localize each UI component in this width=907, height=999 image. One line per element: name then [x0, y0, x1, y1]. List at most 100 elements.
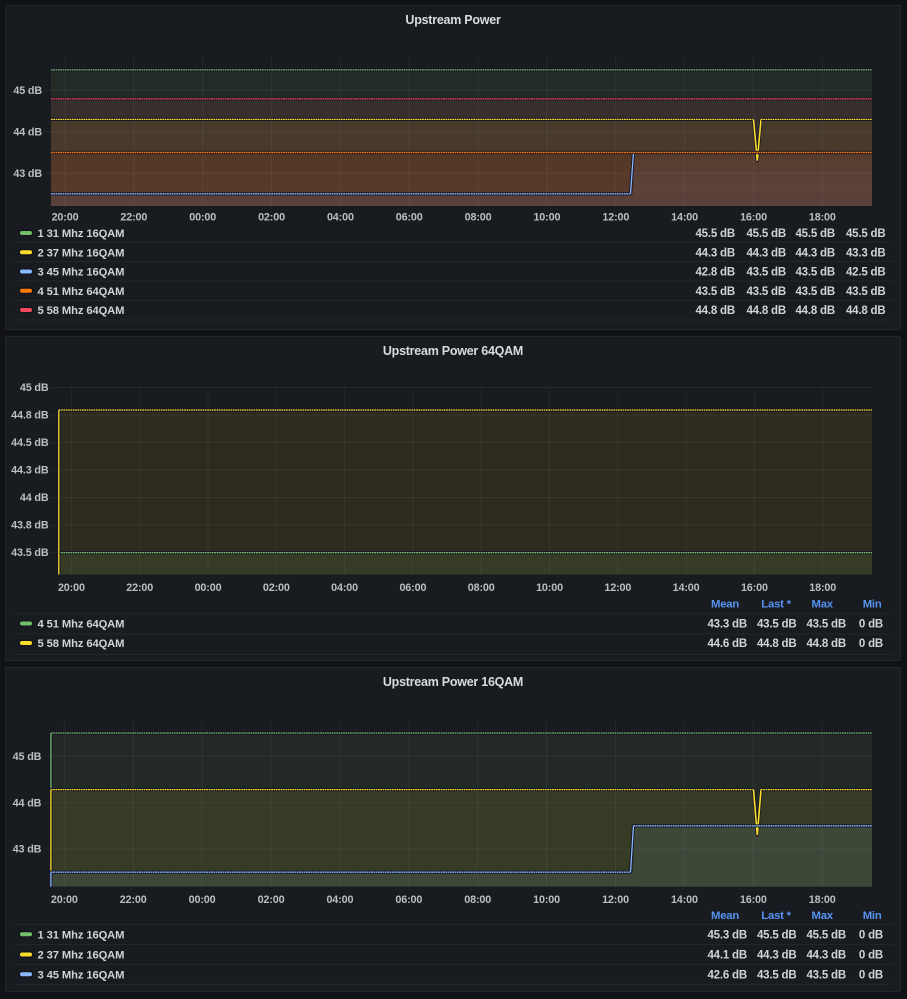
- svg-text:22:00: 22:00: [126, 582, 153, 594]
- svg-text:Upstream Power 16QAM: Upstream Power 16QAM: [383, 675, 523, 689]
- svg-text:00:00: 00:00: [189, 212, 216, 224]
- svg-text:Mean: Mean: [711, 910, 739, 922]
- svg-text:00:00: 00:00: [195, 582, 222, 594]
- svg-text:43 dB: 43 dB: [13, 844, 42, 856]
- svg-text:18:00: 18:00: [809, 212, 836, 224]
- svg-text:3 45 Mhz 16QAM: 3 45 Mhz 16QAM: [38, 267, 125, 279]
- svg-text:45.5 dB: 45.5 dB: [795, 228, 835, 240]
- svg-text:43.5 dB: 43.5 dB: [757, 969, 797, 981]
- svg-text:42.6 dB: 42.6 dB: [707, 969, 747, 981]
- svg-text:43.5 dB: 43.5 dB: [746, 286, 786, 298]
- svg-text:45.5 dB: 45.5 dB: [757, 929, 797, 941]
- svg-text:43.5 dB: 43.5 dB: [806, 969, 846, 981]
- svg-text:0 dB: 0 dB: [859, 619, 883, 631]
- svg-text:Min: Min: [863, 599, 882, 611]
- svg-text:Min: Min: [863, 910, 882, 922]
- svg-text:Last *: Last *: [761, 599, 791, 611]
- svg-text:42.8 dB: 42.8 dB: [695, 267, 735, 279]
- svg-text:5 58 Mhz 64QAM: 5 58 Mhz 64QAM: [38, 638, 125, 650]
- svg-text:Last *: Last *: [761, 910, 791, 922]
- svg-text:44.3 dB: 44.3 dB: [11, 465, 49, 477]
- svg-text:44.8 dB: 44.8 dB: [846, 305, 886, 317]
- svg-text:20:00: 20:00: [58, 582, 85, 594]
- svg-text:1 31 Mhz 16QAM: 1 31 Mhz 16QAM: [38, 929, 125, 941]
- svg-text:00:00: 00:00: [189, 894, 216, 906]
- svg-text:44.8 dB: 44.8 dB: [695, 305, 735, 317]
- svg-text:12:00: 12:00: [604, 582, 631, 594]
- svg-text:45 dB: 45 dB: [13, 751, 42, 763]
- svg-text:Mean: Mean: [711, 599, 739, 611]
- svg-text:10:00: 10:00: [533, 212, 560, 224]
- svg-text:43.5 dB: 43.5 dB: [806, 619, 846, 631]
- svg-text:0 dB: 0 dB: [859, 969, 883, 981]
- svg-text:43.5 dB: 43.5 dB: [746, 267, 786, 279]
- svg-text:22:00: 22:00: [120, 894, 147, 906]
- svg-text:44.3 dB: 44.3 dB: [806, 950, 846, 962]
- svg-text:44.1 dB: 44.1 dB: [707, 950, 747, 962]
- svg-text:20:00: 20:00: [52, 212, 79, 224]
- svg-text:0 dB: 0 dB: [859, 638, 883, 650]
- svg-text:44.3 dB: 44.3 dB: [695, 247, 735, 259]
- svg-text:43.5 dB: 43.5 dB: [11, 547, 49, 559]
- svg-text:45.5 dB: 45.5 dB: [746, 228, 786, 240]
- svg-text:43.3 dB: 43.3 dB: [846, 247, 886, 259]
- svg-text:44 dB: 44 dB: [13, 797, 42, 809]
- svg-text:Max: Max: [812, 910, 834, 922]
- svg-text:44.8 dB: 44.8 dB: [757, 638, 797, 650]
- svg-text:14:00: 14:00: [671, 212, 698, 224]
- svg-text:44.8 dB: 44.8 dB: [795, 305, 835, 317]
- svg-text:43 dB: 43 dB: [13, 168, 42, 180]
- svg-text:44.5 dB: 44.5 dB: [11, 437, 49, 449]
- svg-text:16:00: 16:00: [740, 894, 767, 906]
- svg-text:2 37 Mhz 16QAM: 2 37 Mhz 16QAM: [38, 247, 125, 259]
- svg-text:18:00: 18:00: [809, 582, 836, 594]
- svg-text:45.5 dB: 45.5 dB: [846, 228, 886, 240]
- svg-text:44.3 dB: 44.3 dB: [746, 247, 786, 259]
- svg-text:16:00: 16:00: [741, 582, 768, 594]
- svg-text:2 37 Mhz 16QAM: 2 37 Mhz 16QAM: [38, 950, 125, 962]
- svg-text:45.5 dB: 45.5 dB: [806, 929, 846, 941]
- svg-text:10:00: 10:00: [533, 894, 560, 906]
- svg-text:45 dB: 45 dB: [13, 85, 42, 97]
- svg-text:43.5 dB: 43.5 dB: [695, 286, 735, 298]
- svg-text:Max: Max: [812, 599, 834, 611]
- svg-text:06:00: 06:00: [399, 582, 426, 594]
- svg-text:08:00: 08:00: [465, 212, 492, 224]
- svg-text:10:00: 10:00: [536, 582, 563, 594]
- svg-text:45.3 dB: 45.3 dB: [707, 929, 747, 941]
- svg-text:04:00: 04:00: [326, 894, 353, 906]
- svg-text:12:00: 12:00: [602, 212, 629, 224]
- svg-text:20:00: 20:00: [51, 894, 78, 906]
- svg-text:45.5 dB: 45.5 dB: [695, 228, 735, 240]
- svg-text:43.5 dB: 43.5 dB: [846, 286, 886, 298]
- svg-text:42.5 dB: 42.5 dB: [846, 267, 886, 279]
- svg-text:06:00: 06:00: [395, 894, 422, 906]
- svg-text:0 dB: 0 dB: [859, 929, 883, 941]
- svg-text:04:00: 04:00: [327, 212, 354, 224]
- svg-text:44 dB: 44 dB: [13, 127, 42, 139]
- svg-text:16:00: 16:00: [740, 212, 767, 224]
- svg-text:43.8 dB: 43.8 dB: [11, 520, 49, 532]
- svg-text:44.3 dB: 44.3 dB: [795, 247, 835, 259]
- svg-text:44.8 dB: 44.8 dB: [11, 410, 49, 422]
- svg-text:4 51 Mhz 64QAM: 4 51 Mhz 64QAM: [38, 619, 125, 631]
- svg-text:43.5 dB: 43.5 dB: [795, 286, 835, 298]
- svg-text:08:00: 08:00: [464, 894, 491, 906]
- svg-text:0 dB: 0 dB: [859, 950, 883, 962]
- svg-text:02:00: 02:00: [263, 582, 290, 594]
- svg-text:12:00: 12:00: [602, 894, 629, 906]
- svg-text:44.3 dB: 44.3 dB: [757, 950, 797, 962]
- svg-text:04:00: 04:00: [331, 582, 358, 594]
- svg-text:44.8 dB: 44.8 dB: [746, 305, 786, 317]
- svg-text:14:00: 14:00: [671, 894, 698, 906]
- svg-text:43.5 dB: 43.5 dB: [757, 619, 797, 631]
- svg-text:45 dB: 45 dB: [20, 382, 49, 394]
- svg-text:44.6 dB: 44.6 dB: [707, 638, 747, 650]
- svg-text:14:00: 14:00: [673, 582, 700, 594]
- svg-text:22:00: 22:00: [120, 212, 147, 224]
- svg-text:06:00: 06:00: [396, 212, 423, 224]
- svg-text:1 31 Mhz 16QAM: 1 31 Mhz 16QAM: [38, 228, 125, 240]
- svg-text:44 dB: 44 dB: [20, 492, 49, 504]
- svg-text:3 45 Mhz 16QAM: 3 45 Mhz 16QAM: [38, 969, 125, 981]
- svg-text:4 51 Mhz 64QAM: 4 51 Mhz 64QAM: [38, 286, 125, 298]
